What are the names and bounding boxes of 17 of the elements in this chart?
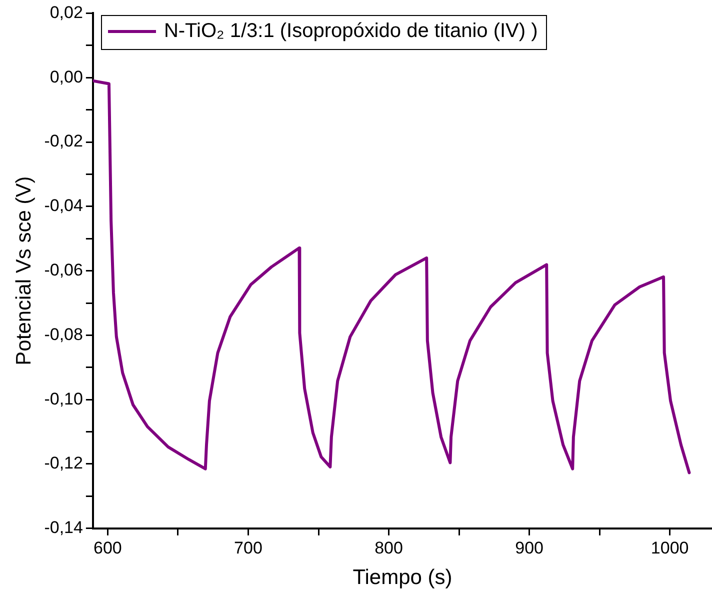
y-tick-label: -0,04: [44, 196, 83, 216]
y-tick-label: 0,00: [50, 67, 83, 86]
x-tick-label: 600: [94, 538, 122, 558]
x-axis-title: Tiempo (s): [352, 566, 452, 590]
y-tick-label: -0,02: [44, 132, 83, 151]
y-tick-label: -0,12: [44, 454, 83, 473]
y-axis-title: Potencial Vs sce (V): [12, 176, 36, 366]
x-tick-label: 700: [234, 538, 262, 558]
x-tick-label: 800: [374, 538, 403, 558]
y-tick-label: -0,08: [44, 324, 83, 344]
y-tick-label: -0,06: [44, 260, 83, 280]
x-tick-label: 900: [515, 538, 544, 558]
y-tick-label: -0,14: [44, 518, 83, 538]
legend-label: N-TiO₂ 1/3:1 (Isopropóxido de titanio (IV) ): [164, 20, 538, 44]
y-tick-label: 0,02: [50, 2, 83, 22]
y-tick-label: -0,10: [44, 389, 83, 408]
x-tick-label: 1000: [650, 538, 689, 558]
